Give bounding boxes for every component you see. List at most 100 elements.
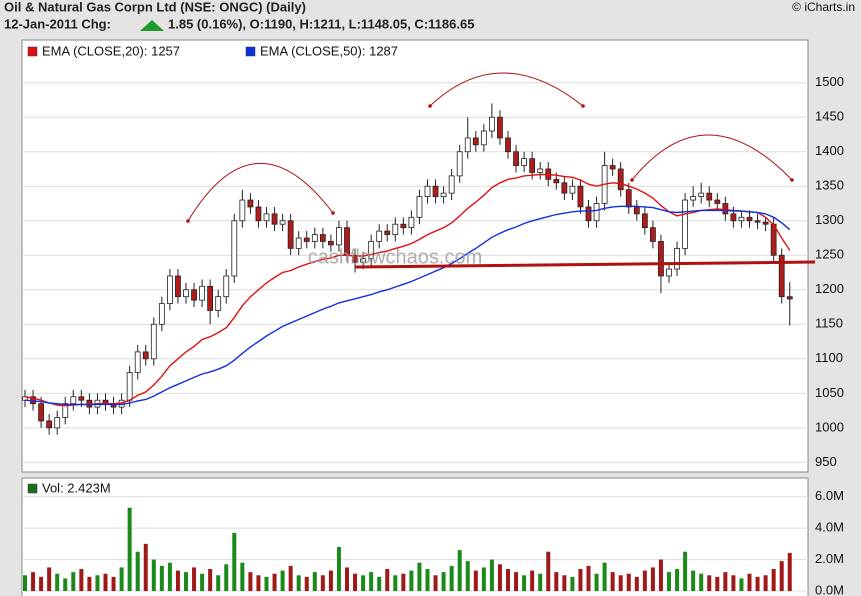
candle-body	[247, 199, 254, 208]
candle-body	[54, 417, 61, 429]
candle-body	[70, 396, 77, 405]
candle-body	[239, 199, 246, 222]
candle-body	[505, 137, 511, 153]
candle-body	[786, 296, 793, 300]
candle-body	[513, 151, 519, 166]
candle-body	[175, 275, 181, 298]
volume-bar	[143, 543, 148, 591]
source: © iCharts.in	[792, 0, 855, 14]
candle-body	[585, 206, 592, 222]
volume-bar	[586, 565, 591, 591]
candle-body	[279, 220, 286, 225]
candle-body	[78, 396, 85, 401]
volume-bar	[514, 572, 519, 591]
y-tick-label: 1200	[815, 281, 844, 296]
candle-body	[319, 234, 326, 242]
candle-body	[472, 137, 479, 146]
volume-bar	[570, 576, 575, 591]
y-tick-label: 4.0M	[815, 520, 844, 535]
legend-label: EMA (CLOSE,50): 1287	[260, 43, 398, 58]
arc-end	[790, 178, 794, 182]
volume-bar	[707, 575, 712, 591]
y-tick-label: 2.0M	[815, 551, 844, 566]
arc	[187, 162, 334, 222]
arc	[429, 72, 584, 107]
candle-body	[207, 285, 214, 311]
volume-bar	[497, 564, 502, 591]
volume-bar	[755, 576, 760, 591]
volume-bar	[127, 507, 132, 591]
volume-bar	[562, 575, 567, 591]
volume-bar	[771, 569, 776, 591]
volume-bar	[610, 572, 615, 591]
annotations	[187, 72, 816, 269]
volume-bar	[264, 576, 269, 591]
candle-body	[400, 223, 407, 229]
volume-bar	[336, 547, 341, 591]
candle-body	[303, 237, 310, 242]
volume-bar	[369, 572, 374, 591]
candle-body	[166, 275, 173, 304]
volume-bar	[256, 575, 261, 591]
candle-body	[62, 403, 69, 418]
candle-body	[561, 182, 568, 194]
candle-body	[593, 203, 600, 222]
volume-bar	[184, 572, 188, 591]
candle-body	[778, 254, 785, 298]
volume-bar	[473, 570, 478, 591]
volume-bar	[328, 570, 333, 591]
candle-body	[746, 216, 753, 222]
y-tick-label: 1150	[815, 316, 843, 331]
volume-bar	[353, 573, 358, 591]
candle-body	[658, 241, 664, 277]
volume-panel	[21, 477, 809, 596]
candle-body	[553, 178, 560, 184]
candle-body	[408, 216, 415, 229]
y-tick-label: 1350	[815, 178, 844, 193]
volume-bar	[723, 572, 728, 591]
volume-bar	[312, 572, 317, 591]
legend-swatch	[27, 46, 38, 57]
volume-bar	[296, 575, 301, 591]
arc-end	[428, 104, 432, 108]
volume-bar	[119, 567, 124, 591]
volume-bar	[481, 567, 486, 591]
candle-body	[440, 192, 447, 197]
volume-bar	[232, 532, 237, 591]
volume-bar	[642, 570, 647, 591]
volume-bar	[272, 573, 277, 591]
volume-bar	[683, 551, 688, 591]
volume-bar	[787, 552, 792, 591]
candle-body	[327, 241, 334, 246]
volume-bar	[441, 572, 446, 591]
volume-bar	[240, 562, 245, 591]
candle-body	[633, 206, 640, 215]
volume-bar	[23, 575, 27, 591]
arc	[631, 134, 793, 181]
volume-bar	[304, 576, 309, 591]
volume-bar	[691, 570, 696, 591]
candle-body	[529, 158, 536, 173]
y-tick-label: 950	[815, 454, 837, 469]
volume-bar	[248, 572, 253, 591]
candle-body	[682, 199, 688, 249]
volume-bar	[87, 576, 92, 591]
candle-body	[497, 116, 503, 139]
candle-body	[480, 130, 487, 146]
volume-bar	[385, 569, 390, 591]
watermark: cashflowchaos.com	[308, 246, 483, 268]
y-tick-label: 1450	[815, 109, 844, 124]
legend-label: EMA (CLOSE,20): 1257	[42, 43, 180, 58]
legend-label: Vol: 2.423M	[42, 480, 111, 495]
volume-bar	[31, 572, 36, 591]
volume-bar	[779, 561, 784, 591]
candle-body	[38, 403, 44, 422]
price-plot: 950 1000 1050 1100 1150 1200 1250 1300 1350 1400 1…	[22, 43, 844, 469]
y-tick-label: 1100	[815, 350, 843, 365]
change-text: 1.85 (0.16%), O:1190, H:1211, L:1148.05,…	[168, 16, 474, 31]
support-line	[354, 260, 816, 269]
volume-bar	[538, 573, 543, 591]
candle-body	[392, 223, 399, 235]
